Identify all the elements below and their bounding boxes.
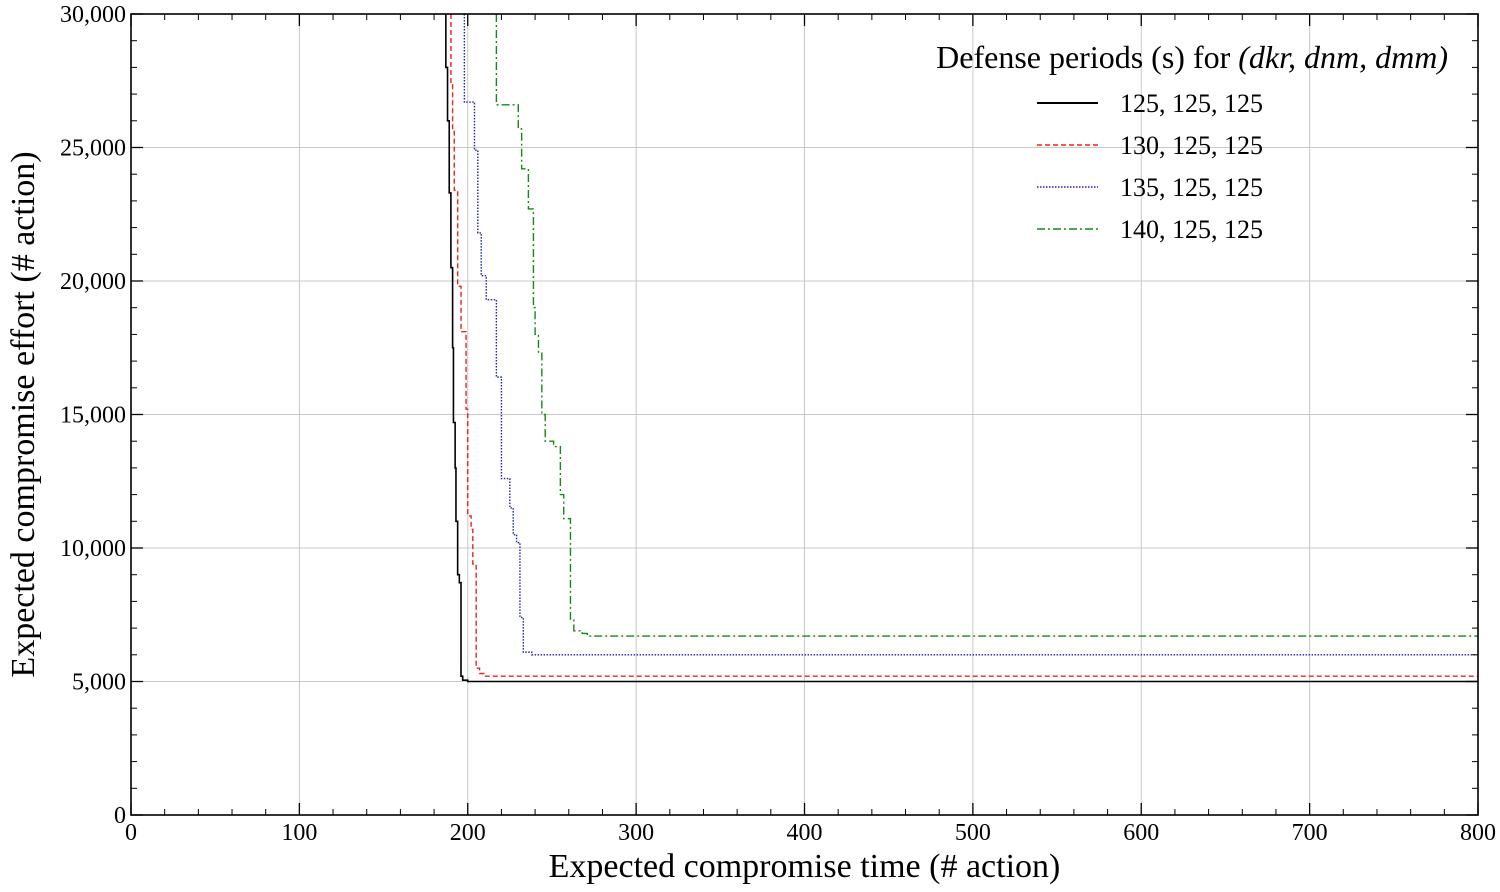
y-axis-title: Expected compromise effort (# action) [5,151,42,677]
y-tick-label: 20,000 [60,269,126,295]
x-tick-label: 0 [125,820,137,846]
x-tick-label: 800 [1460,820,1496,846]
series-line-1 [445,14,1478,683]
x-axis-title: Expected compromise time (# action) [549,848,1061,885]
legend-entries: 125, 125, 125 130, 125, 125 135, 125, 125 1… [1037,89,1263,244]
y-tick-label: 5,000 [72,670,126,696]
legend-title-vars: (dkr, dnm, dmm) [1238,39,1448,75]
legend-label-1: 125, 125, 125 [1120,89,1263,118]
x-tick-label: 100 [281,820,317,846]
x-tick-label: 400 [787,820,823,846]
x-tick-label: 600 [1123,820,1159,846]
series-line-2 [450,14,1478,677]
y-tick-label: 0 [114,803,126,829]
y-tick-label: 25,000 [60,136,126,162]
x-tick-label: 300 [618,820,654,846]
legend-label-3: 135, 125, 125 [1120,173,1263,202]
y-tick-label: 30,000 [60,2,126,28]
x-tick-label: 200 [450,820,486,846]
series-line-4 [495,14,1478,637]
legend-title: Defense periods (s) for (dkr, dnm, dmm) [936,39,1448,75]
y-tick-label: 15,000 [60,403,126,429]
legend-label-4: 140, 125, 125 [1120,215,1263,244]
legend-label-2: 130, 125, 125 [1120,131,1263,160]
series-layer [445,14,1478,683]
grid [130,13,1479,816]
series-line-3 [463,14,1478,656]
legend: Defense periods (s) for (dkr, dnm, dmm) … [936,39,1448,244]
x-tick-label: 500 [955,820,991,846]
tick-labels: 0 100 200 300 400 500 600 700 800 0 5,000 10,000 15,… [60,2,1496,846]
legend-title-prefix: Defense periods (s) for [936,39,1238,75]
ticks [130,13,1479,816]
y-tick-label: 10,000 [60,536,126,562]
x-tick-label: 700 [1292,820,1328,846]
